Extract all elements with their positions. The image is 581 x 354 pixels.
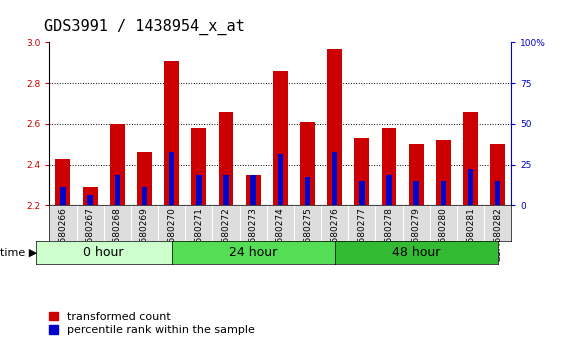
- Text: GSM680270: GSM680270: [167, 207, 176, 262]
- Bar: [218, 112, 234, 205]
- Bar: [354, 138, 370, 205]
- Bar: [408, 144, 424, 205]
- Bar: [110, 124, 125, 205]
- Text: GSM680278: GSM680278: [385, 207, 393, 262]
- Bar: [490, 144, 505, 205]
- Bar: [169, 153, 174, 205]
- Text: 48 hour: 48 hour: [392, 246, 440, 259]
- Text: 0 hour: 0 hour: [84, 246, 124, 259]
- Text: GSM680276: GSM680276: [330, 207, 339, 262]
- Text: GSM680282: GSM680282: [493, 207, 502, 262]
- Bar: [495, 181, 500, 205]
- Text: GSM680268: GSM680268: [113, 207, 122, 262]
- Text: 24 hour: 24 hour: [229, 246, 277, 259]
- Bar: [250, 175, 256, 205]
- Text: GSM680279: GSM680279: [412, 207, 421, 262]
- Text: GSM680266: GSM680266: [59, 207, 67, 262]
- Text: GSM680271: GSM680271: [194, 207, 203, 262]
- Bar: [468, 169, 474, 205]
- Text: GSM680281: GSM680281: [466, 207, 475, 262]
- Legend: transformed count, percentile rank within the sample: transformed count, percentile rank withi…: [49, 312, 255, 335]
- Text: GDS3991 / 1438954_x_at: GDS3991 / 1438954_x_at: [44, 19, 245, 35]
- Text: GSM680274: GSM680274: [276, 207, 285, 262]
- Text: GSM680273: GSM680273: [249, 207, 257, 262]
- Bar: [83, 187, 98, 205]
- Bar: [305, 177, 310, 205]
- Text: GSM680269: GSM680269: [140, 207, 149, 262]
- Bar: [246, 175, 261, 205]
- Bar: [60, 187, 66, 205]
- Bar: [300, 122, 315, 205]
- Bar: [327, 48, 342, 205]
- Text: GSM680280: GSM680280: [439, 207, 448, 262]
- Text: GSM680277: GSM680277: [357, 207, 367, 262]
- Bar: [414, 181, 419, 205]
- Bar: [436, 140, 451, 205]
- Bar: [440, 181, 446, 205]
- Bar: [191, 128, 206, 205]
- Bar: [137, 153, 152, 205]
- Bar: [164, 61, 179, 205]
- Bar: [196, 175, 202, 205]
- Bar: [382, 128, 396, 205]
- Text: GSM680267: GSM680267: [85, 207, 95, 262]
- Bar: [463, 112, 478, 205]
- Bar: [332, 153, 338, 205]
- Bar: [386, 175, 392, 205]
- Text: time ▶: time ▶: [0, 247, 37, 257]
- Bar: [87, 195, 93, 205]
- Bar: [142, 187, 147, 205]
- Bar: [359, 181, 364, 205]
- Bar: [223, 175, 229, 205]
- Bar: [278, 154, 283, 205]
- Bar: [56, 159, 70, 205]
- Bar: [114, 175, 120, 205]
- Bar: [273, 71, 288, 205]
- Text: GSM680272: GSM680272: [221, 207, 231, 262]
- Text: GSM680275: GSM680275: [303, 207, 312, 262]
